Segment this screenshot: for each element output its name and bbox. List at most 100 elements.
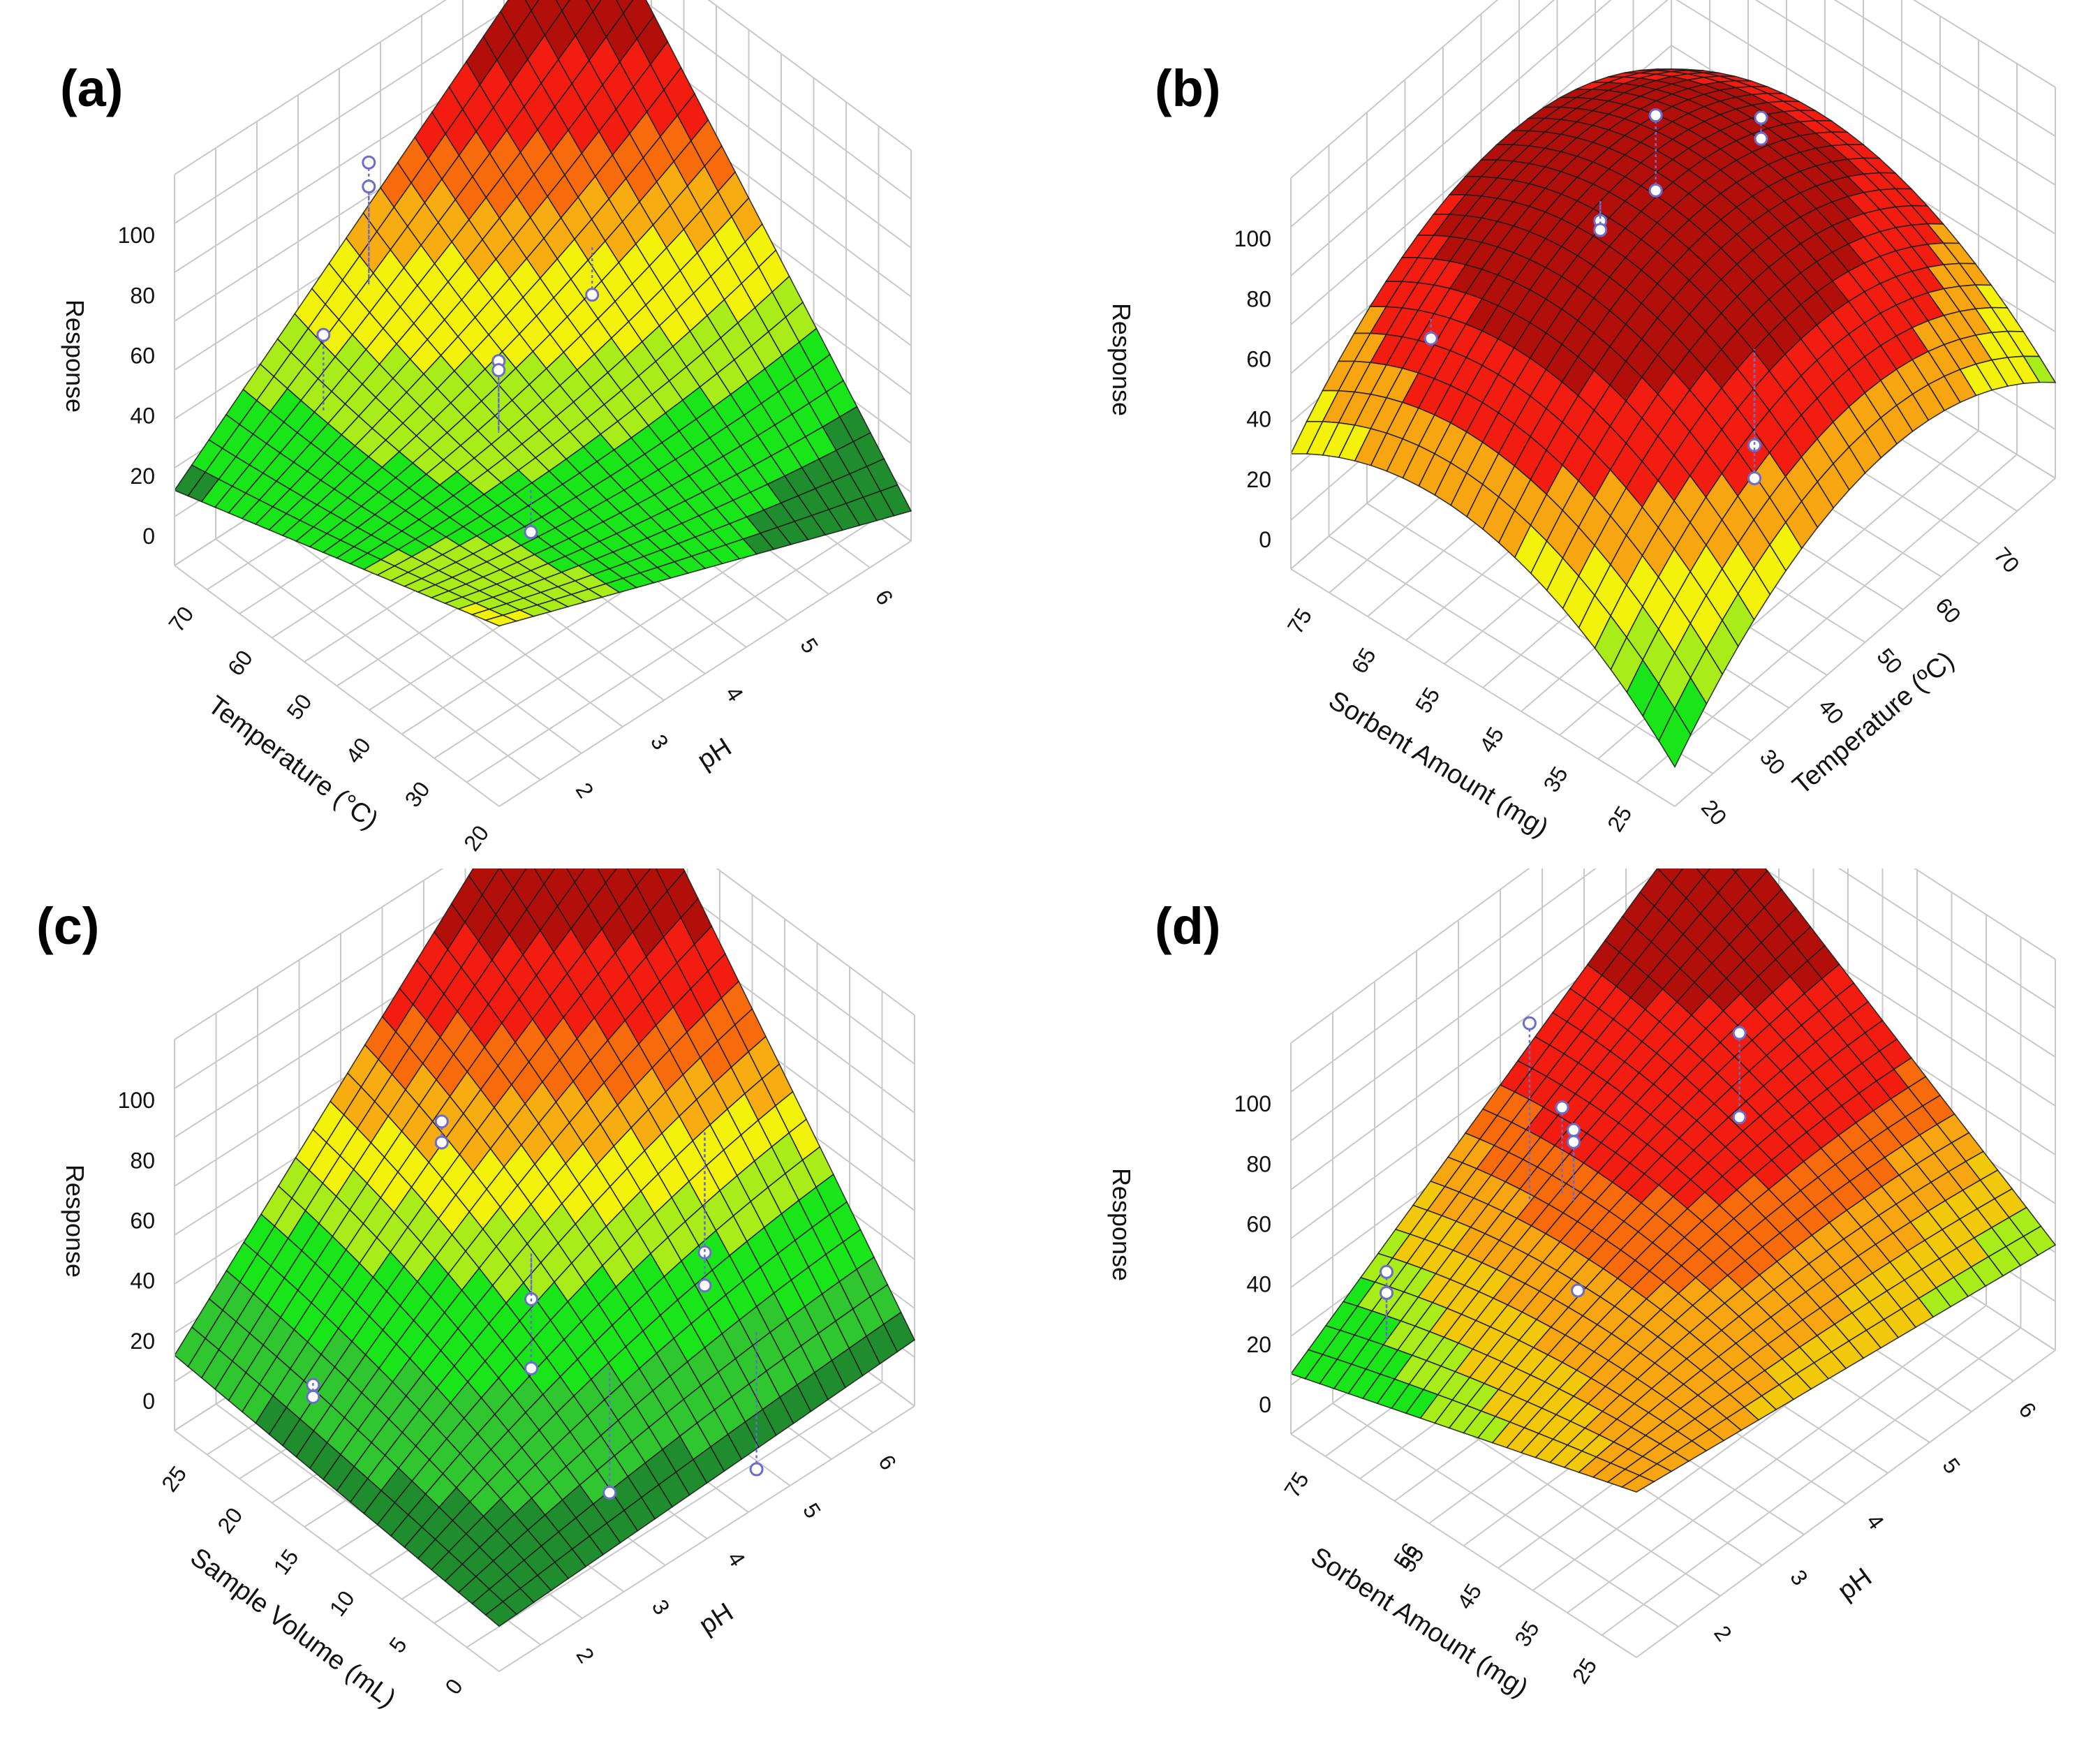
wall-grid-line xyxy=(642,0,912,200)
data-point xyxy=(362,179,376,194)
x-tick-label: 2 xyxy=(571,1643,599,1667)
z-tick-label: 20 xyxy=(1246,1332,1271,1357)
y-tick-label: 55 xyxy=(1410,683,1444,717)
z-tick-label: 20 xyxy=(130,1329,155,1354)
chart-panel-b: 0 20 40 60 80 100 Response 20 30 40 50 60 70 Temperat… xyxy=(1050,0,2100,868)
data-point xyxy=(434,1114,449,1129)
wall-grid-line xyxy=(174,868,444,1040)
surface-cell xyxy=(565,868,586,884)
data-point xyxy=(1522,1016,1537,1030)
x-tick-label: 5 xyxy=(798,1499,826,1523)
surface-cell xyxy=(555,0,570,13)
data-point xyxy=(1754,131,1768,146)
surface-cell xyxy=(1696,868,1711,878)
x-tick-label: 2 xyxy=(1709,1621,1737,1646)
surface-cell xyxy=(485,1601,518,1627)
wall-grid-line xyxy=(649,868,915,1065)
x-tick-label: 5 xyxy=(1937,1454,1965,1479)
z-tick-label: 40 xyxy=(1246,407,1271,432)
data-point xyxy=(697,1278,712,1293)
y-tick-label: 30 xyxy=(400,777,435,812)
data-point xyxy=(362,155,376,170)
wall-grid-line xyxy=(1290,0,1499,179)
z-tick-label: 20 xyxy=(130,464,155,489)
wall-grid-line xyxy=(1833,0,2056,137)
data-point xyxy=(306,1389,320,1404)
x-tick-label: 4 xyxy=(723,1547,750,1571)
chart-panel-a: 0 20 40 60 80 100 Response 2 3 4 5 6 pH 20 30 40 50 60 70 T… xyxy=(0,0,1050,868)
y-tick-label: 10 xyxy=(325,1586,360,1621)
z-tick-label: 80 xyxy=(1246,286,1271,311)
z-tick-label: 40 xyxy=(1246,1272,1271,1297)
z-tick-label: 80 xyxy=(130,1148,155,1173)
z-axis-label: Response xyxy=(61,300,89,413)
z-tick-label: 80 xyxy=(1246,1151,1271,1176)
wall-grid-line xyxy=(716,868,915,1016)
y-tick-label: 25 xyxy=(156,1461,191,1496)
x-axis-label: pH xyxy=(693,732,737,776)
x-tick-label: 3 xyxy=(1785,1565,1813,1590)
data-points-c xyxy=(306,1114,764,1500)
y-tick-label: 75 xyxy=(1282,604,1317,638)
z-tick-label: 40 xyxy=(130,1269,155,1294)
z-tick-label: 60 xyxy=(130,343,155,368)
y-tick-label: 20 xyxy=(459,820,494,855)
data-point xyxy=(1380,1285,1394,1300)
x-tick-label: 4 xyxy=(1861,1509,1889,1535)
x-tick-label: 3 xyxy=(647,1595,675,1619)
y-tick-label: 75 xyxy=(1279,1468,1314,1502)
z-tick-label: 0 xyxy=(1259,1392,1271,1417)
x-axis-label: pH xyxy=(694,1597,739,1641)
data-point xyxy=(316,327,331,342)
surface-plot-a: 020406080100Response23456pH203040506070T… xyxy=(61,0,912,856)
wall-grid-line xyxy=(1290,0,1612,276)
surface-b xyxy=(1289,68,2057,769)
y-tick-label: 25 xyxy=(1567,1654,1602,1688)
z-axis-label: Response xyxy=(1107,1168,1136,1281)
surface-cell xyxy=(1620,1474,1655,1493)
data-point xyxy=(1747,471,1762,486)
z-tick-label: 60 xyxy=(1246,1211,1271,1236)
y-tick-label: 5 xyxy=(384,1632,412,1657)
surface-d xyxy=(1289,868,2057,1493)
panel-label-a: (a) xyxy=(60,59,124,117)
wall-grid-line xyxy=(1290,0,1555,228)
y-tick-label: 45 xyxy=(1452,1579,1487,1613)
data-point xyxy=(1424,331,1438,346)
wall-grid-line xyxy=(1912,0,2056,88)
x-axis-a: 2 3 4 5 6 pH xyxy=(571,585,899,802)
data-point xyxy=(434,1135,449,1150)
x-tick-label: 6 xyxy=(871,585,899,609)
x-tick-label: 60 xyxy=(1930,593,1966,628)
z-axis-b: 0 20 40 60 80 100 Response xyxy=(1107,178,1292,569)
data-point xyxy=(1593,223,1608,237)
z-tick-label: 40 xyxy=(130,404,155,429)
z-axis-a: 0 20 40 60 80 100 Response xyxy=(61,175,175,566)
x-axis-label: pH xyxy=(1833,1562,1877,1606)
z-axis-c: 0 20 40 60 80 100 Response xyxy=(61,1040,175,1431)
data-point xyxy=(1732,1110,1747,1125)
y-tick-label: 45 xyxy=(1474,723,1509,757)
data-point xyxy=(602,1485,617,1500)
data-point xyxy=(1555,1100,1569,1115)
z-axis-label: Response xyxy=(61,1165,89,1278)
data-point xyxy=(524,525,538,540)
y-tick-label: 35 xyxy=(1509,1616,1544,1650)
data-point xyxy=(1380,1264,1394,1279)
surface-cell xyxy=(1658,707,1692,769)
y-tick-label: 70 xyxy=(163,602,198,637)
x-tick-label: 70 xyxy=(1989,542,2025,577)
z-tick-label: 0 xyxy=(1259,527,1271,552)
y-tick-label: 35 xyxy=(1538,762,1572,797)
x-tick-label: 6 xyxy=(873,1450,901,1474)
z-tick-label: 100 xyxy=(118,223,155,248)
surface-cell xyxy=(615,0,634,15)
surface-plot-c: 020406080100Response23456pH0510152025Sam… xyxy=(61,868,916,1713)
z-tick-label: 100 xyxy=(1234,1091,1271,1116)
data-point xyxy=(1567,1134,1581,1149)
z-tick-label: 20 xyxy=(1246,467,1271,492)
x-axis-label: Temperature (ºC) xyxy=(1787,646,1960,801)
z-tick-label: 100 xyxy=(118,1088,155,1113)
